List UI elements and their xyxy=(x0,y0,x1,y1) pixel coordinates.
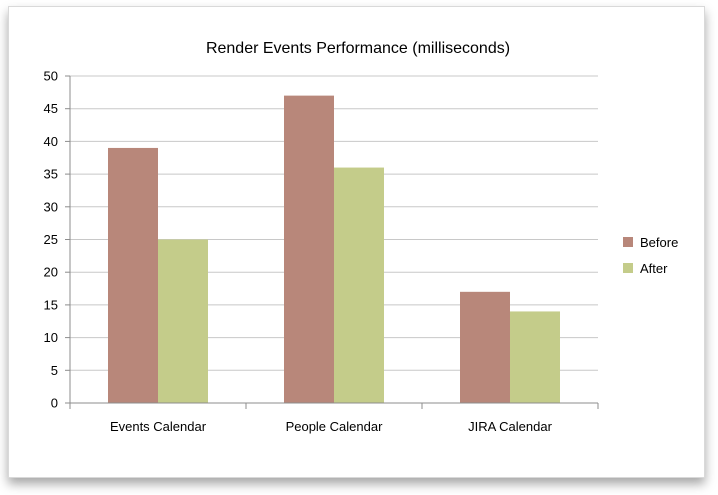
y-tick-label: 25 xyxy=(44,232,58,247)
bar-after xyxy=(334,167,384,403)
y-tick-label: 40 xyxy=(44,134,58,149)
legend-label: After xyxy=(640,261,668,276)
x-axis xyxy=(69,76,599,409)
bar-chart: Render Events Performance (milliseconds)… xyxy=(44,40,679,434)
x-tick-label: Events Calendar xyxy=(110,419,207,434)
legend: Before After xyxy=(623,235,678,276)
legend-label: Before xyxy=(640,235,678,250)
y-tick-label: 45 xyxy=(44,101,58,116)
y-tick-label: 10 xyxy=(44,330,58,345)
y-tick-label: 5 xyxy=(51,363,58,378)
chart-title: Render Events Performance (milliseconds) xyxy=(206,40,510,57)
y-tick-label: 30 xyxy=(44,199,58,214)
bars xyxy=(108,95,560,404)
bar-after xyxy=(158,239,208,403)
y-tick-label: 35 xyxy=(44,167,58,182)
y-tick-label: 0 xyxy=(51,396,58,411)
bar-before xyxy=(284,95,334,404)
x-tick-label: JIRA Calendar xyxy=(468,419,552,434)
legend-swatch xyxy=(623,237,633,247)
y-tick-label: 50 xyxy=(44,69,58,84)
y-tick-label: 20 xyxy=(44,265,58,280)
y-axis-ticks: 0 5 10 15 20 25 30 35 40 45 50 xyxy=(44,69,58,411)
bar-after xyxy=(510,311,560,403)
x-axis-labels: Events Calendar People Calendar JIRA Calen… xyxy=(110,419,553,434)
chart-card: Render Events Performance (milliseconds)… xyxy=(8,6,705,478)
y-tick-label: 15 xyxy=(44,297,58,312)
bar-before xyxy=(108,147,158,403)
x-tick-label: People Calendar xyxy=(286,419,384,434)
legend-swatch xyxy=(623,263,633,273)
bar-before xyxy=(460,291,510,403)
